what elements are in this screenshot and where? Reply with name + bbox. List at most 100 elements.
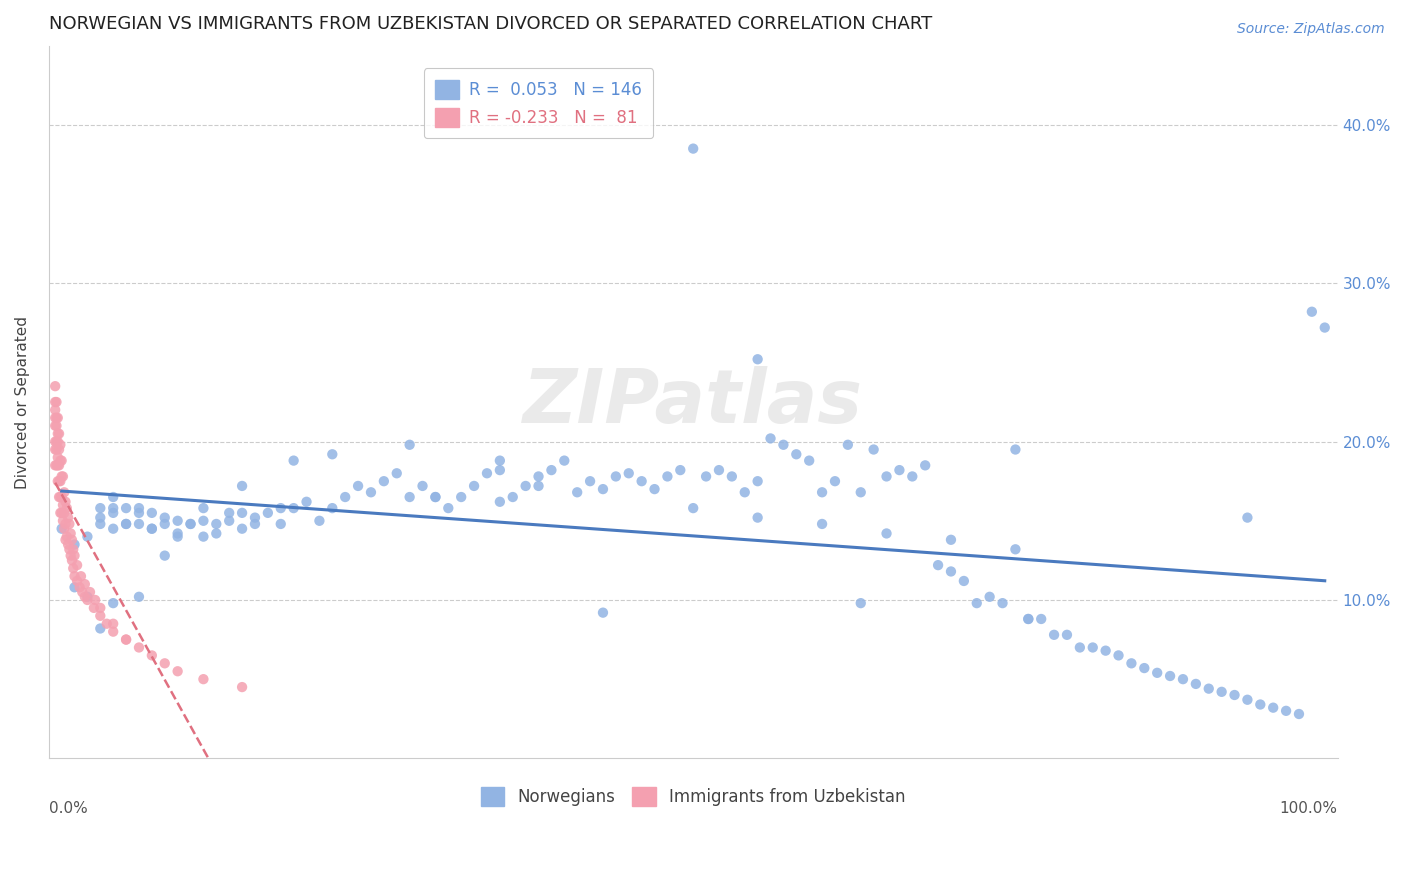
Point xyxy=(166,665,188,679)
Point xyxy=(51,522,73,536)
Legend: Norwegians, Immigrants from Uzbekistan: Norwegians, Immigrants from Uzbekistan xyxy=(472,778,914,814)
Point xyxy=(360,485,382,500)
Point xyxy=(70,569,93,583)
Point xyxy=(772,438,794,452)
Point xyxy=(193,514,215,528)
Point xyxy=(579,474,602,488)
Point xyxy=(1159,669,1181,683)
Point xyxy=(193,530,215,544)
Point xyxy=(141,522,163,536)
Point xyxy=(1211,685,1233,699)
Point xyxy=(51,506,73,520)
Text: 100.0%: 100.0% xyxy=(1279,801,1337,816)
Point xyxy=(46,458,69,473)
Point xyxy=(1313,320,1336,334)
Point xyxy=(55,495,77,509)
Point xyxy=(218,506,240,520)
Point xyxy=(96,616,118,631)
Point xyxy=(55,516,77,531)
Point xyxy=(46,434,69,449)
Point xyxy=(682,501,704,516)
Point xyxy=(335,490,357,504)
Point xyxy=(1236,510,1258,524)
Point xyxy=(166,526,188,541)
Point xyxy=(412,479,434,493)
Point xyxy=(1185,677,1208,691)
Point xyxy=(56,530,79,544)
Point xyxy=(48,490,70,504)
Point xyxy=(166,530,188,544)
Point xyxy=(128,590,150,604)
Point xyxy=(1249,698,1271,712)
Point xyxy=(52,469,75,483)
Point xyxy=(66,558,89,573)
Point xyxy=(59,549,82,563)
Point xyxy=(56,501,79,516)
Point xyxy=(1069,640,1091,655)
Point xyxy=(63,549,86,563)
Point xyxy=(889,463,911,477)
Point xyxy=(62,542,84,557)
Point xyxy=(695,469,717,483)
Point xyxy=(115,516,138,531)
Point xyxy=(811,485,834,500)
Point xyxy=(876,469,898,483)
Point xyxy=(1081,640,1104,655)
Point xyxy=(1198,681,1220,696)
Point xyxy=(66,574,89,588)
Point xyxy=(44,410,66,425)
Point xyxy=(231,522,253,536)
Point xyxy=(141,522,163,536)
Point xyxy=(44,434,66,449)
Point xyxy=(115,501,138,516)
Point xyxy=(103,596,125,610)
Point xyxy=(425,490,447,504)
Point xyxy=(785,447,807,461)
Point xyxy=(53,485,76,500)
Point xyxy=(1004,442,1026,457)
Point xyxy=(45,434,67,449)
Point xyxy=(60,553,83,567)
Point xyxy=(657,469,679,483)
Point xyxy=(89,510,111,524)
Point xyxy=(1171,672,1194,686)
Point xyxy=(630,474,652,488)
Point xyxy=(592,606,614,620)
Point xyxy=(1288,706,1310,721)
Point xyxy=(939,533,962,547)
Point xyxy=(540,463,562,477)
Point xyxy=(115,516,138,531)
Point xyxy=(385,467,408,481)
Text: 0.0%: 0.0% xyxy=(49,801,87,816)
Point xyxy=(153,549,176,563)
Point xyxy=(811,516,834,531)
Point xyxy=(44,442,66,457)
Point xyxy=(734,485,756,500)
Point xyxy=(257,506,280,520)
Point xyxy=(180,516,202,531)
Point xyxy=(89,516,111,531)
Point xyxy=(193,672,215,686)
Point xyxy=(927,558,949,573)
Point xyxy=(52,514,75,528)
Point xyxy=(463,479,485,493)
Point xyxy=(347,479,370,493)
Point xyxy=(991,596,1014,610)
Point xyxy=(180,516,202,531)
Point xyxy=(49,506,72,520)
Point xyxy=(270,516,292,531)
Point xyxy=(515,479,537,493)
Point xyxy=(979,590,1001,604)
Point xyxy=(437,501,460,516)
Point xyxy=(56,510,79,524)
Point xyxy=(489,453,512,467)
Point xyxy=(46,426,69,441)
Point xyxy=(747,352,769,367)
Point xyxy=(837,438,859,452)
Point xyxy=(617,467,640,481)
Point xyxy=(128,516,150,531)
Point xyxy=(1236,692,1258,706)
Point xyxy=(373,474,395,488)
Point xyxy=(153,657,176,671)
Point xyxy=(103,624,125,639)
